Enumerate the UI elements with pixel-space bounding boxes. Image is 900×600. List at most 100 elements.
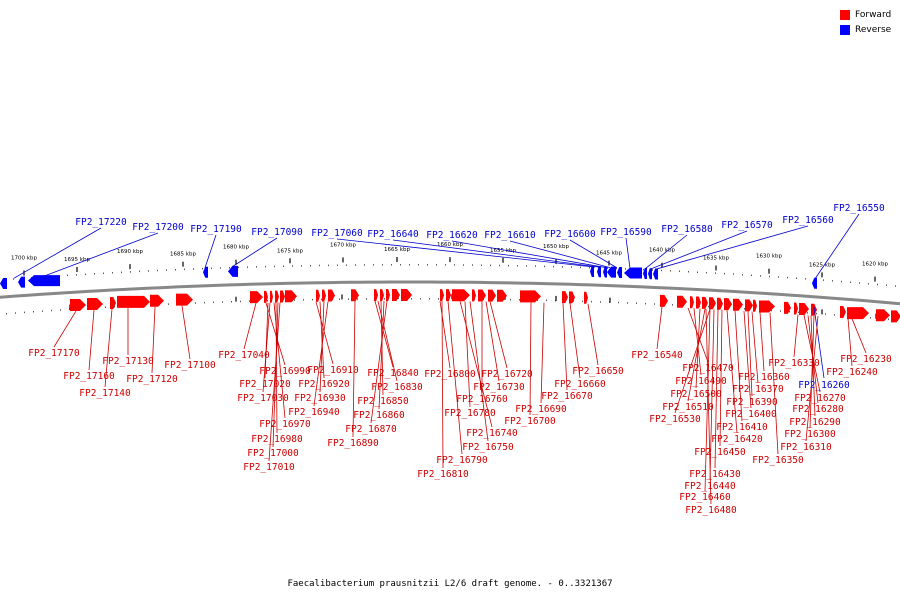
legend-reverse-label: Reverse xyxy=(855,25,892,35)
scale-dot xyxy=(204,301,205,304)
reverse-gene-arrow xyxy=(18,276,25,288)
scale-dot xyxy=(805,278,806,280)
forward-gene-arrow xyxy=(709,297,716,310)
scale-dot xyxy=(382,264,383,266)
label-leader xyxy=(569,303,581,379)
label-leader xyxy=(485,301,500,382)
label-leader xyxy=(272,302,279,448)
scale-dot xyxy=(195,302,196,304)
legend-reverse-swatch xyxy=(840,25,850,35)
reverse-gene-label: FP2_16580 xyxy=(661,224,713,235)
label-leader xyxy=(204,234,217,268)
scale-dot xyxy=(384,298,385,300)
forward-gene-label: FP2_16670 xyxy=(541,391,593,402)
forward-gene-arrow xyxy=(520,290,541,303)
forward-gene-label: FP2_16800 xyxy=(424,369,476,380)
scale-dot xyxy=(834,314,835,316)
scale-tick-label: 1625 kbp xyxy=(809,262,835,268)
scale-dot xyxy=(60,309,61,311)
forward-gene-arrow xyxy=(392,289,400,302)
forward-gene-arrow xyxy=(150,294,164,307)
scale-dot xyxy=(211,267,212,270)
reverse-gene-label: FP2_16550 xyxy=(833,203,885,214)
reverse-gene-arrow xyxy=(607,266,616,278)
label-leader xyxy=(459,301,493,428)
forward-gene-label: FP2_16240 xyxy=(826,367,878,378)
scale-dot xyxy=(321,298,322,301)
forward-gene-arrow xyxy=(328,289,335,302)
forward-gene-arrow xyxy=(784,301,791,314)
reverse-gene-label: FP2_16260 xyxy=(798,380,850,391)
scale-dot xyxy=(625,268,626,270)
forward-gene-arrow xyxy=(117,295,150,308)
legend-forward: Forward xyxy=(840,10,891,20)
forward-gene-arrow xyxy=(660,294,668,307)
forward-gene-arrow xyxy=(275,290,279,303)
scale-dot xyxy=(706,271,707,274)
label-leader xyxy=(693,308,702,376)
forward-gene-label: FP2_17160 xyxy=(63,371,115,382)
forward-gene-arrow xyxy=(562,291,568,304)
scale-dot xyxy=(357,298,358,300)
scale-dot xyxy=(400,264,401,266)
label-leader xyxy=(151,306,156,374)
forward-gene-label: FP2_16330 xyxy=(768,358,820,369)
scale-dot xyxy=(355,264,356,266)
reverse-gene-arrow xyxy=(624,267,642,279)
scale-dot xyxy=(643,268,644,271)
scale-dot xyxy=(13,278,14,280)
label-leader xyxy=(813,306,825,379)
scale-dot xyxy=(418,264,419,266)
scale-dot xyxy=(175,269,176,271)
scale-dot xyxy=(742,274,743,276)
forward-gene-label: FP2_16700 xyxy=(504,416,556,427)
label-leader xyxy=(441,301,444,469)
forward-gene-arrow xyxy=(316,289,320,302)
scale-dot xyxy=(771,309,772,312)
forward-gene-label: FP2_16790 xyxy=(436,455,488,466)
scale-dot xyxy=(247,266,248,268)
label-leader xyxy=(734,310,743,422)
forward-gene-label: FP2_16450 xyxy=(694,447,746,458)
scale-dot xyxy=(841,280,842,283)
forward-gene-label: FP2_16300 xyxy=(784,429,836,440)
scale-dot xyxy=(796,277,797,279)
scale-dot xyxy=(249,300,250,302)
label-leader xyxy=(625,237,631,269)
label-leader xyxy=(814,213,860,280)
scale-dot xyxy=(348,298,349,300)
label-leader xyxy=(747,311,753,397)
forward-gene-label: FP2_17010 xyxy=(243,462,295,473)
forward-gene-label: FP2_16370 xyxy=(732,384,784,395)
reverse-gene-label: FP2_16600 xyxy=(544,229,596,240)
scale-dot xyxy=(544,265,545,268)
forward-gene-arrow xyxy=(847,307,869,320)
forward-gene-arrow xyxy=(745,299,753,312)
scale-tick-label: 1640 kbp xyxy=(649,248,675,254)
scale-dot xyxy=(294,299,295,301)
scale-dot xyxy=(789,310,790,313)
scale-dot xyxy=(148,270,149,272)
scale-dot xyxy=(429,298,430,300)
forward-gene-label: FP2_16290 xyxy=(789,417,841,428)
scale-dot xyxy=(366,298,367,300)
label-leader xyxy=(231,237,278,268)
label-leader xyxy=(447,301,463,455)
label-leader xyxy=(469,301,489,442)
forward-gene-label: FP2_17020 xyxy=(239,379,291,390)
forward-gene-label: FP2_16970 xyxy=(259,419,311,430)
forward-gene-arrow xyxy=(488,289,496,302)
scale-dot xyxy=(580,266,581,269)
label-leader xyxy=(759,312,765,372)
forward-gene-label: FP2_17170 xyxy=(28,348,80,359)
scale-dot xyxy=(715,272,716,274)
scale-dot xyxy=(292,265,293,267)
forward-gene-label: FP2_16230 xyxy=(840,354,892,365)
forward-gene-label: FP2_16760 xyxy=(456,394,508,405)
label-leader xyxy=(587,303,599,366)
scale-dot xyxy=(303,299,304,301)
scale-dot xyxy=(274,265,275,268)
scale-tick-label: 1700 kbp xyxy=(11,256,37,262)
scale-dot xyxy=(220,267,221,269)
reverse-gene-label: FP2_17220 xyxy=(75,217,127,228)
